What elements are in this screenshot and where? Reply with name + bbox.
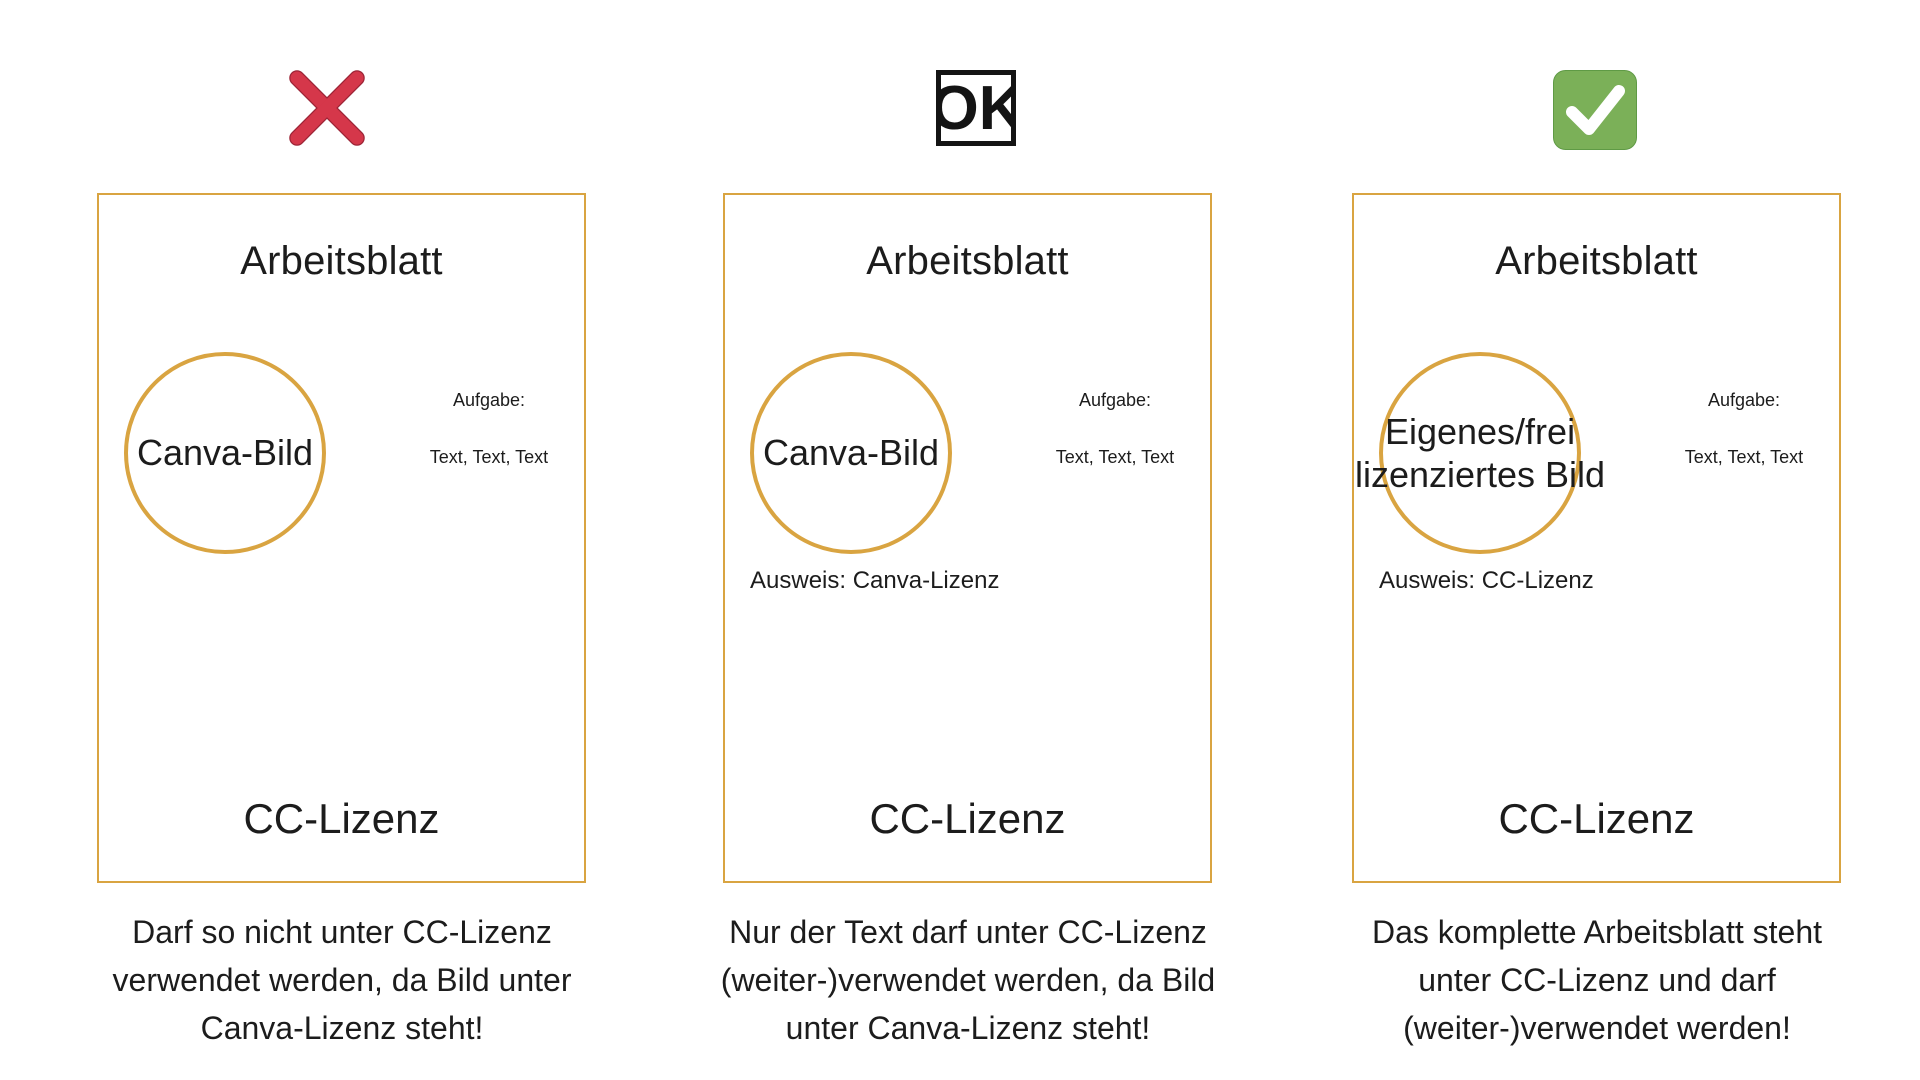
svg-text:OK: OK [936, 74, 1016, 143]
